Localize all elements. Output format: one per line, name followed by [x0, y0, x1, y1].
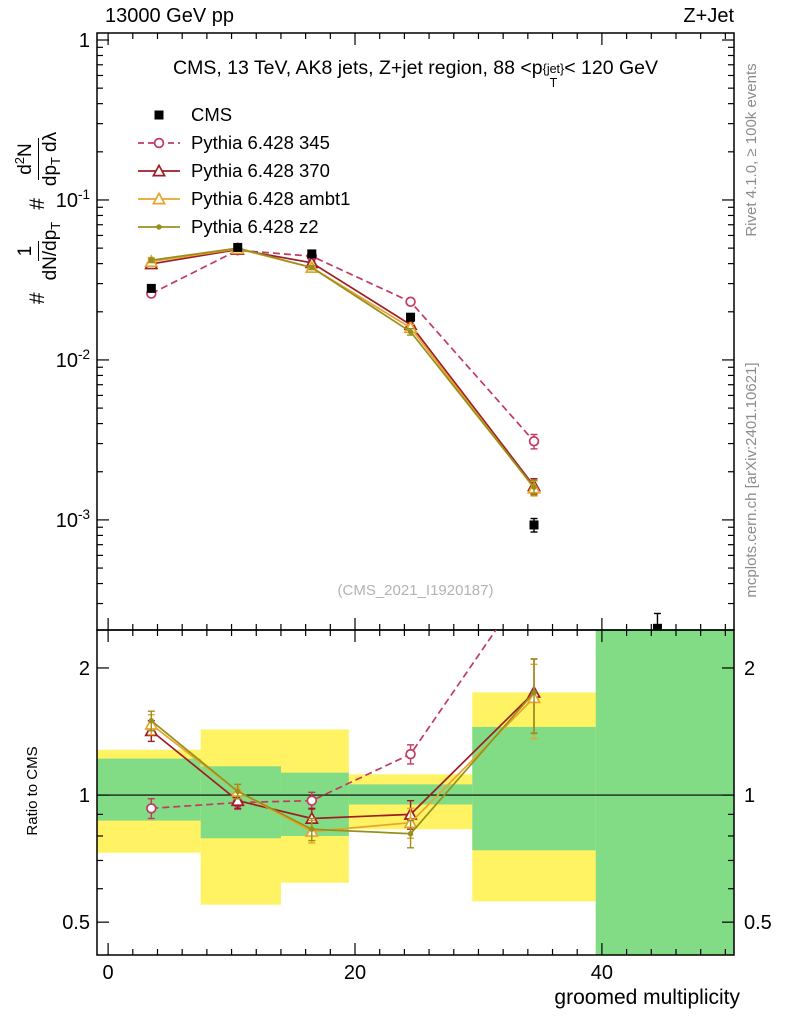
legend-item: CMS: [136, 103, 350, 126]
x-axis-label: groomed multiplicity: [554, 986, 740, 1009]
ratio-series-Pythia 6.428 345: [146, 630, 497, 820]
legend-label: Pythia 6.428 370: [191, 159, 330, 181]
svg-text:10-2: 10-2: [56, 347, 90, 372]
main-series: [144, 241, 662, 630]
svg-text:0: 0: [103, 962, 114, 984]
beam-energy-label: 13000 GeV pp: [105, 5, 234, 27]
hash-symbol: #: [26, 292, 49, 305]
svg-text:2: 2: [79, 658, 90, 680]
svg-text:40: 40: [591, 962, 613, 984]
pt-jet-symbol: {jet} T: [542, 62, 565, 90]
ratio-y-axis-label: Ratio to CMS: [24, 746, 41, 836]
svg-text:2: 2: [744, 658, 755, 680]
legend-item: Pythia 6.428 ambt1: [136, 187, 350, 210]
series-Pythia 6.428 370: [144, 242, 542, 495]
fraction-1: 1 dN/dp T: [14, 221, 64, 281]
ratio-series: [144, 630, 542, 849]
svg-text:1: 1: [79, 785, 90, 807]
svg-text:10-3: 10-3: [56, 507, 90, 532]
legend-marker-icon: [138, 137, 180, 148]
legend-label: Pythia 6.428 345: [191, 131, 330, 153]
legend-label: Pythia 6.428 z2: [191, 215, 319, 237]
tick-labels: 0 20 40 1 10-1 10-2 10-3 0.5 0.5 1 1 2 2: [56, 30, 772, 984]
analysis-id-watermark: (CMS_2021_I1920187): [337, 582, 494, 599]
legend-marker-icon: [154, 110, 164, 119]
mcplots-source-note: mcplots.cern.ch [arXiv:2401.10621]: [743, 362, 760, 598]
plot-title-text: CMS, 13 TeV, AK8 jets, Z+jet region, 88 …: [173, 57, 543, 79]
svg-text:20: 20: [344, 962, 366, 984]
svg-text:0.5: 0.5: [62, 912, 90, 934]
uncertainty-bands: [97, 630, 734, 955]
legend-marker-icon: [138, 191, 180, 204]
legend-label: Pythia 6.428 ambt1: [191, 187, 351, 209]
legend-item: Pythia 6.428 370: [136, 159, 350, 182]
svg-text:10-1: 10-1: [56, 187, 90, 212]
series-CMS: [146, 242, 662, 630]
legend: CMS Pythia 6.428 345 Pythia 6.428 370 Pythi…: [136, 103, 350, 238]
svg-text:0.5: 0.5: [744, 912, 772, 934]
legend-item: Pythia 6.428 345: [136, 131, 350, 154]
svg-text:1: 1: [79, 30, 90, 52]
legend-label: CMS: [191, 103, 233, 125]
ratio-series-Pythia 6.428 z2: [147, 658, 538, 849]
axis-ticks: [97, 33, 734, 955]
svg-text:1: 1: [744, 785, 755, 807]
ratio-panel-frame: [96, 629, 735, 956]
legend-marker-icon: [138, 163, 180, 176]
legend-item: Pythia 6.428 z2: [136, 215, 350, 238]
hash-symbol: #: [26, 198, 49, 210]
legend-marker-icon: [138, 223, 180, 230]
rivet-version-note: Rivet 4.1.0, ≥ 100k events: [743, 63, 760, 237]
process-label: Z+Jet: [683, 5, 734, 27]
plot-title: CMS, 13 TeV, AK8 jets, Z+jet region, 88 …: [173, 57, 658, 90]
